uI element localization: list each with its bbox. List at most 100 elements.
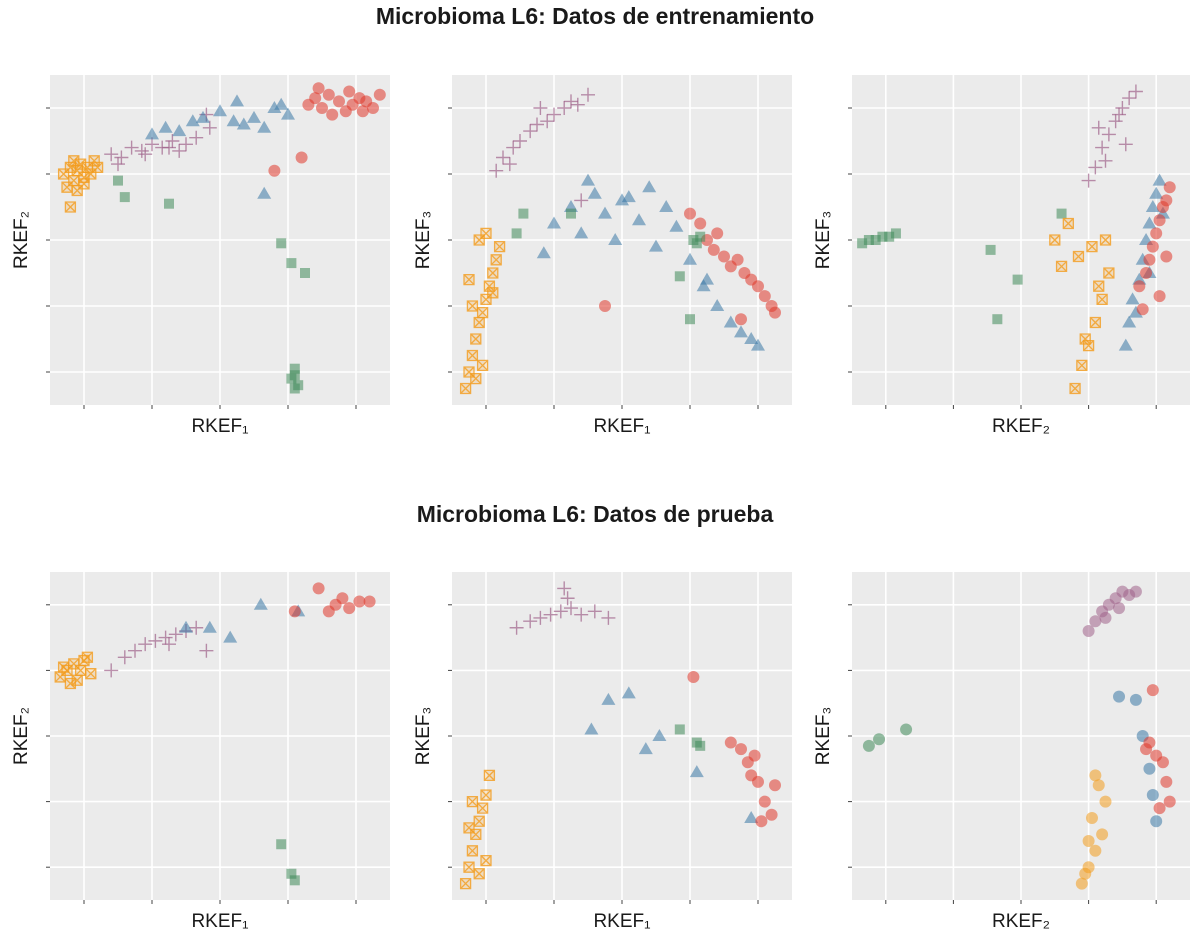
point xyxy=(1098,153,1113,168)
point xyxy=(696,279,711,292)
point xyxy=(992,314,1003,325)
point xyxy=(1143,253,1156,266)
point xyxy=(1143,762,1156,775)
point xyxy=(189,130,204,145)
point xyxy=(158,630,173,645)
point xyxy=(621,686,636,699)
point xyxy=(1082,625,1095,638)
point xyxy=(289,875,300,886)
point xyxy=(1145,200,1160,212)
point xyxy=(536,246,551,259)
point xyxy=(1069,382,1081,395)
point xyxy=(172,124,187,137)
point xyxy=(91,161,104,174)
point xyxy=(1095,140,1110,155)
point xyxy=(463,861,475,873)
point xyxy=(276,839,287,850)
point xyxy=(560,591,575,606)
point xyxy=(543,607,558,622)
panel: RKEF₁ RKEF₃ xyxy=(413,75,792,437)
point xyxy=(85,668,97,680)
point xyxy=(164,198,174,209)
point xyxy=(168,627,183,642)
point xyxy=(862,739,875,752)
point xyxy=(179,620,193,633)
point xyxy=(557,101,572,115)
point xyxy=(1099,234,1112,246)
point xyxy=(466,845,479,857)
point xyxy=(1150,227,1163,240)
point xyxy=(1099,795,1112,808)
point xyxy=(257,120,272,133)
point xyxy=(71,674,83,686)
point xyxy=(128,643,142,658)
point xyxy=(202,620,217,633)
point xyxy=(213,104,227,117)
point xyxy=(1049,234,1061,246)
point xyxy=(615,193,629,206)
point xyxy=(288,605,301,618)
point xyxy=(185,114,200,127)
point xyxy=(621,190,636,203)
point xyxy=(64,201,77,213)
x-axis-label: RKEF₂ xyxy=(992,416,1050,437)
point xyxy=(518,208,529,219)
panel: RKEF₁ RKEF₂ xyxy=(11,75,390,437)
point xyxy=(1096,828,1109,841)
point xyxy=(247,110,261,123)
point xyxy=(104,147,119,162)
point xyxy=(523,614,538,629)
point xyxy=(57,661,70,673)
point xyxy=(459,877,472,890)
point xyxy=(1146,684,1159,697)
point xyxy=(1076,359,1088,372)
point xyxy=(343,602,356,615)
point xyxy=(476,306,489,319)
point xyxy=(1125,292,1140,305)
point xyxy=(1089,769,1102,782)
point xyxy=(1096,293,1108,306)
point xyxy=(683,252,697,265)
point xyxy=(581,173,595,186)
point xyxy=(1082,834,1095,847)
point xyxy=(353,595,366,608)
point xyxy=(463,273,475,286)
point xyxy=(196,110,210,123)
point xyxy=(309,92,322,105)
point xyxy=(1160,250,1173,263)
point xyxy=(1163,181,1176,194)
point xyxy=(632,213,646,226)
section-title: Microbioma L6: Datos de entrenamiento xyxy=(376,3,814,29)
point xyxy=(480,227,492,240)
point xyxy=(574,193,589,208)
point xyxy=(268,164,281,177)
point xyxy=(530,117,544,132)
point xyxy=(172,143,187,158)
point xyxy=(1091,120,1106,135)
point xyxy=(1142,216,1157,229)
point xyxy=(553,604,568,619)
point xyxy=(506,140,521,155)
point xyxy=(540,114,555,129)
point xyxy=(476,802,489,814)
point xyxy=(751,338,765,351)
point xyxy=(718,250,730,263)
point xyxy=(1128,84,1143,99)
point xyxy=(752,280,764,293)
point xyxy=(900,723,913,736)
point xyxy=(574,226,589,239)
point xyxy=(165,134,180,148)
point xyxy=(687,670,700,683)
point xyxy=(480,854,492,867)
point xyxy=(695,740,706,751)
point xyxy=(723,315,738,328)
y-axis-label: RKEF₃ xyxy=(813,211,834,269)
point xyxy=(642,180,657,193)
point xyxy=(1086,240,1098,253)
point xyxy=(162,140,176,155)
point xyxy=(114,150,129,165)
point xyxy=(735,743,747,756)
point xyxy=(1122,315,1137,328)
point xyxy=(363,595,376,608)
point xyxy=(587,604,602,619)
